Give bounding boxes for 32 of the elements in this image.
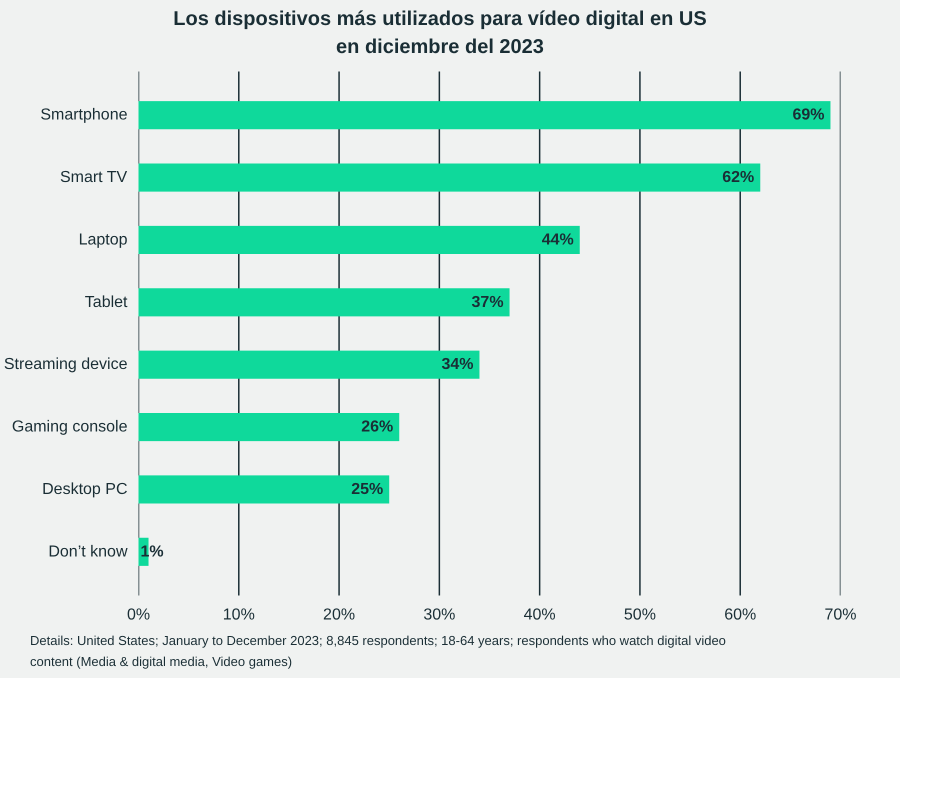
y-tick-label: Don’t know	[48, 543, 128, 560]
bar	[138, 164, 760, 192]
data-label: 26%	[361, 418, 394, 436]
bar	[138, 226, 580, 254]
data-label: 69%	[792, 106, 824, 124]
x-tick-label: 0%	[126, 606, 150, 624]
data-label: 37%	[472, 294, 504, 311]
x-tick-label: 20%	[323, 606, 356, 624]
y-tick-label: Smart TV	[60, 169, 128, 186]
x-tick-label: 70%	[824, 606, 857, 624]
data-label: 44%	[542, 231, 574, 248]
y-tick-label: Tablet	[84, 294, 128, 311]
x-tick-label: 50%	[624, 606, 656, 624]
data-label: 25%	[351, 480, 384, 498]
y-tick-label: Gaming console	[12, 418, 128, 436]
x-tick-label: 10%	[222, 606, 255, 624]
y-tick-label: Desktop PC	[42, 480, 128, 498]
text: Details: United States; January to December 2023; 8,845 respondents; 18-64 years; respondents who watch digital video content (Media & digital media, Video games)	[30, 632, 727, 671]
bar	[138, 288, 510, 316]
bar	[138, 475, 390, 504]
x-tick-label: 60%	[724, 606, 756, 624]
y-tick-label: Streaming device	[4, 356, 128, 374]
bar	[138, 101, 830, 130]
data-label: 62%	[722, 169, 754, 186]
y-tick-label: Laptop	[78, 231, 128, 248]
x-tick-label: 30%	[423, 606, 456, 624]
chart-title: Los dispositivos más utilizados para vídeo digital en US en diciembre del 2023	[172, 7, 708, 60]
data-label: 34%	[441, 356, 474, 374]
x-tick-label: 40%	[524, 606, 556, 624]
y-tick-label: Smartphone	[40, 106, 128, 124]
bar	[138, 350, 480, 379]
bar	[138, 413, 400, 442]
